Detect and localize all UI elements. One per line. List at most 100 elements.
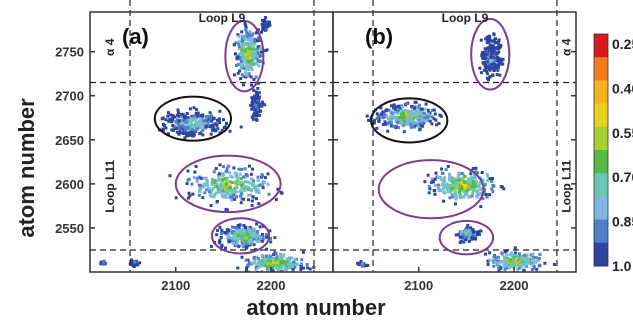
heatmap-cell — [282, 253, 286, 257]
heatmap-cell — [207, 190, 211, 194]
heatmap-cell — [432, 117, 436, 121]
heatmap-cell — [170, 119, 174, 123]
heatmap-cell — [262, 260, 266, 264]
highlight-ellipse — [377, 159, 485, 220]
heatmap-cell — [534, 256, 538, 260]
heatmap-cell — [257, 45, 261, 48]
heatmap-cell — [218, 225, 222, 229]
heatmap-cell — [239, 125, 243, 129]
contact-cluster — [209, 222, 277, 251]
heatmap-cell — [238, 237, 242, 240]
heatmap-cell — [484, 37, 488, 41]
heatmap-cell — [240, 235, 244, 238]
heatmap-cell — [428, 187, 432, 191]
heatmap-cell — [222, 126, 226, 129]
heatmap-cell — [227, 189, 231, 193]
heatmap-cell — [430, 122, 434, 126]
heatmap-cell — [197, 175, 201, 179]
heatmap-cell — [214, 167, 218, 170]
heatmap-cell — [181, 117, 185, 121]
heatmap-cell — [260, 254, 264, 257]
heatmap-cell — [248, 30, 252, 34]
heatmap-cell — [485, 72, 489, 76]
heatmap-cell — [449, 184, 453, 188]
heatmap-cell — [506, 256, 510, 260]
heatmap-cell — [426, 119, 430, 122]
heatmap-cell — [419, 123, 423, 127]
heatmap-cell — [413, 121, 416, 125]
heatmap-cell — [203, 122, 207, 126]
heatmap-cell — [513, 246, 517, 250]
heatmap-cell — [499, 57, 503, 61]
heatmap-cell — [253, 261, 257, 265]
heatmap-cell — [486, 57, 490, 61]
heatmap-cell — [265, 25, 269, 29]
heatmap-cell — [423, 180, 427, 184]
heatmap-cell — [246, 233, 250, 236]
heatmap-cell — [402, 120, 406, 123]
colorbar-segment — [594, 242, 608, 267]
heatmap-cell — [244, 25, 248, 29]
heatmap-cell — [199, 121, 203, 125]
heatmap-cell — [400, 108, 404, 112]
colorbar-label: 0.85 — [612, 214, 633, 230]
heatmap-cell — [194, 120, 198, 124]
heatmap-cell — [254, 75, 258, 79]
heatmap-cell — [293, 265, 297, 269]
heatmap-cell — [384, 114, 388, 118]
heatmap-cell — [261, 257, 265, 261]
heatmap-cell — [525, 253, 529, 257]
heatmap-cell — [237, 225, 241, 229]
heatmap-cell — [497, 42, 501, 46]
heatmap-cell — [433, 189, 437, 192]
heatmap-cell — [488, 49, 491, 53]
heatmap-cell — [441, 181, 445, 185]
heatmap-cell — [205, 117, 208, 121]
heatmap-cell — [484, 252, 487, 256]
heatmap-cell — [269, 264, 273, 268]
heatmap-cell — [467, 239, 471, 243]
heatmap-cell — [508, 253, 512, 257]
heatmap-cell — [247, 74, 250, 78]
heatmap-cell — [483, 47, 487, 51]
heatmap-cell — [448, 190, 452, 194]
heatmap-cell — [463, 180, 467, 184]
heatmap-cell — [254, 90, 258, 94]
heatmap-cell — [194, 124, 198, 128]
heatmap-cell — [257, 81, 261, 85]
heatmap-cell — [220, 243, 224, 247]
heatmap-cell — [257, 188, 261, 192]
heatmap-cell — [267, 192, 271, 196]
heatmap-cell — [530, 268, 534, 271]
heatmap-cell — [255, 222, 259, 226]
contact-cluster — [356, 260, 370, 268]
heatmap-cell — [258, 264, 262, 268]
heatmap-cell — [278, 265, 282, 269]
heatmap-cell — [416, 124, 420, 128]
heatmap-cell — [502, 255, 506, 259]
heatmap-cell — [234, 226, 238, 230]
heatmap-cell — [177, 114, 181, 118]
heatmap-cell — [161, 122, 165, 126]
heatmap-cell — [460, 186, 464, 190]
heatmap-cell — [482, 68, 486, 72]
heatmap-cell — [248, 237, 252, 241]
heatmap-cell — [528, 258, 532, 262]
heatmap-cell — [458, 190, 461, 194]
heatmap-cell — [389, 119, 393, 123]
heatmap-cell — [101, 260, 105, 264]
heatmap-cell — [250, 177, 254, 181]
heatmap-cell — [221, 165, 225, 169]
heatmap-cell — [253, 227, 257, 231]
heatmap-cell — [253, 37, 257, 41]
heatmap-cell — [190, 117, 194, 121]
heatmap-cell — [242, 74, 246, 78]
heatmap-cell — [192, 114, 196, 118]
heatmap-cell — [420, 121, 424, 125]
heatmap-cell — [375, 116, 379, 120]
heatmap-cell — [485, 40, 489, 44]
heatmap-cell — [240, 197, 244, 201]
heatmap-cell — [230, 231, 234, 235]
heatmap-cell — [220, 228, 224, 232]
y-tick-label: 2650 — [55, 133, 84, 148]
